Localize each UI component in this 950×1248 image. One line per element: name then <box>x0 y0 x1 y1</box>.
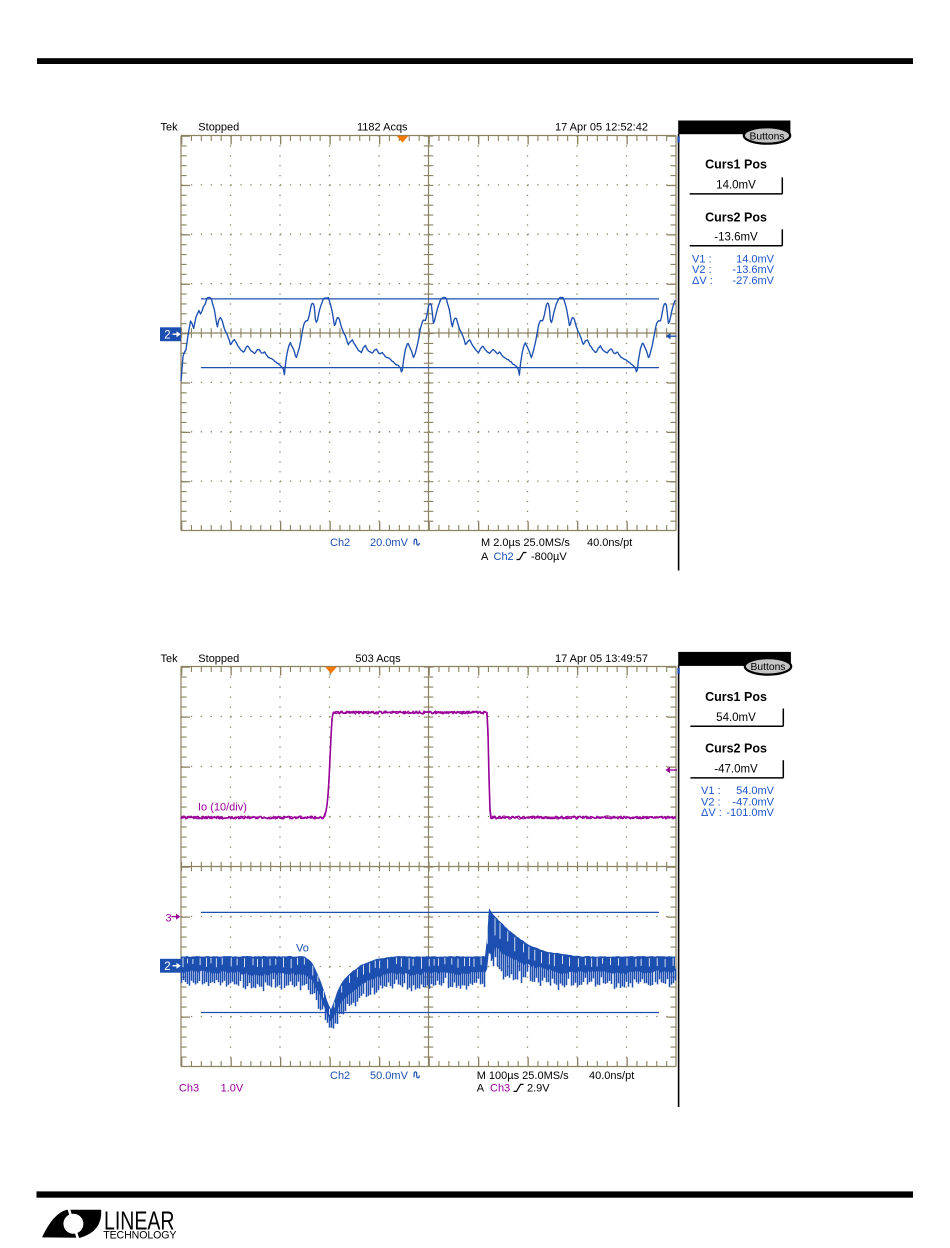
svg-text:LINEAR: LINEAR <box>104 1206 174 1235</box>
svg-text:Curs1 Pos: Curs1 Pos <box>705 690 767 704</box>
svg-text:17 Apr 05 12:52:42: 17 Apr 05 12:52:42 <box>555 121 648 133</box>
svg-text:2: 2 <box>164 961 170 973</box>
svg-text:-47.0mV: -47.0mV <box>732 797 774 809</box>
svg-text:M 2.0µs 25.0MS/s: M 2.0µs 25.0MS/s <box>481 537 570 549</box>
svg-text:Ch3: Ch3 <box>179 1083 199 1095</box>
svg-text:1.0V: 1.0V <box>221 1083 244 1095</box>
svg-text:-13.6mV: -13.6mV <box>714 232 758 244</box>
svg-text:17 Apr 05 13:49:57: 17 Apr 05 13:49:57 <box>555 653 648 665</box>
svg-text:Curs1 Pos: Curs1 Pos <box>705 158 767 172</box>
svg-text:V2 :: V2 : <box>692 264 712 276</box>
svg-text:A: A <box>477 1083 485 1095</box>
svg-text:Buttons: Buttons <box>751 662 786 673</box>
svg-text:V1 :: V1 : <box>692 254 712 266</box>
svg-text:Tek: Tek <box>161 653 179 665</box>
svg-text:-47.0mV: -47.0mV <box>714 764 758 776</box>
svg-text:Curs2 Pos: Curs2 Pos <box>705 742 767 756</box>
svg-text:Io (10/div): Io (10/div) <box>198 801 247 813</box>
svg-text:54.0mV: 54.0mV <box>736 785 775 797</box>
svg-text:-101.0mV: -101.0mV <box>726 807 774 819</box>
svg-text:TECHNOLOGY: TECHNOLOGY <box>103 1229 176 1241</box>
svg-text:Stopped: Stopped <box>198 653 239 665</box>
svg-text:14.0mV: 14.0mV <box>736 254 775 266</box>
svg-text:Ch2: Ch2 <box>330 1070 350 1082</box>
svg-text:50.0mV: 50.0mV <box>370 1070 409 1082</box>
svg-text:-27.6mV: -27.6mV <box>732 275 774 287</box>
svg-text:Stopped: Stopped <box>198 121 239 133</box>
svg-text:40.0ns/pt: 40.0ns/pt <box>589 1070 634 1082</box>
svg-text:14.0mV: 14.0mV <box>716 180 756 192</box>
svg-text:V2 :: V2 : <box>701 797 721 809</box>
svg-text:-13.6mV: -13.6mV <box>732 264 774 276</box>
svg-text:40.0ns/pt: 40.0ns/pt <box>587 537 632 549</box>
svg-text:1182 Acqs: 1182 Acqs <box>357 121 408 133</box>
svg-text:3: 3 <box>166 912 172 924</box>
svg-text:54.0mV: 54.0mV <box>716 712 756 724</box>
svg-text:M 100µs 25.0MS/s: M 100µs 25.0MS/s <box>477 1070 569 1082</box>
svg-text:Vo: Vo <box>296 943 309 955</box>
svg-text:Ch2: Ch2 <box>330 537 350 549</box>
svg-text:2.9V: 2.9V <box>527 1083 550 1095</box>
svg-text:20.0mV: 20.0mV <box>370 537 409 549</box>
svg-text:Buttons: Buttons <box>750 131 785 142</box>
svg-text:Ch3: Ch3 <box>490 1083 510 1095</box>
svg-text:A: A <box>481 551 489 563</box>
svg-text:ΔV :: ΔV : <box>692 275 713 287</box>
svg-text:-800µV: -800µV <box>531 551 567 563</box>
svg-text:ΔV :: ΔV : <box>701 807 722 819</box>
svg-text:503 Acqs: 503 Acqs <box>355 653 401 665</box>
svg-text:Tek: Tek <box>161 121 179 133</box>
svg-text:Curs2 Pos: Curs2 Pos <box>705 210 767 224</box>
svg-text:2: 2 <box>164 330 170 342</box>
svg-text:V1 :: V1 : <box>701 785 721 797</box>
svg-text:Ch2: Ch2 <box>494 551 514 563</box>
